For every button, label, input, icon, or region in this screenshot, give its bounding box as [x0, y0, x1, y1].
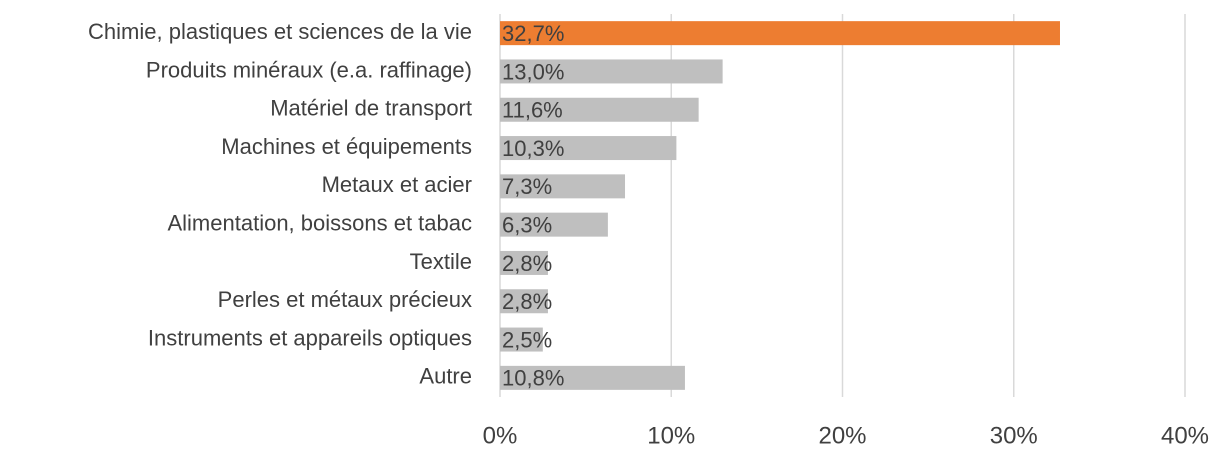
data-label: 7,3%: [502, 174, 552, 199]
y-tick-label: Metaux et acier: [322, 172, 472, 197]
bar: [500, 365, 685, 390]
data-label: 6,3%: [502, 212, 552, 237]
bar: [500, 136, 677, 161]
data-label: 10,3%: [502, 136, 564, 161]
x-tick-label: 20%: [818, 422, 866, 449]
y-tick-label: Textile: [410, 249, 472, 274]
bar: [500, 289, 548, 314]
data-label: 2,5%: [502, 327, 552, 352]
bar: [500, 212, 608, 237]
bar: [500, 174, 626, 199]
y-tick-label: Machines et équipements: [221, 134, 472, 159]
data-label: 32,7%: [502, 21, 564, 46]
y-tick-label: Autre: [419, 364, 472, 389]
data-label: 11,6%: [502, 98, 563, 123]
bar: [500, 21, 1060, 46]
y-tick-label: Instruments et appareils optiques: [148, 325, 472, 350]
data-label: 2,8%: [502, 289, 552, 314]
bar: [500, 327, 543, 352]
y-tick-label: Produits minéraux (e.a. raffinage): [146, 57, 472, 82]
bar: [500, 97, 699, 122]
data-label: 2,8%: [502, 251, 552, 276]
y-tick-label: Matériel de transport: [270, 96, 472, 121]
x-tick-label: 10%: [647, 422, 695, 449]
bar: [500, 250, 548, 275]
data-label: 10,8%: [502, 366, 564, 391]
y-tick-label: Chimie, plastiques et sciences de la vie: [88, 19, 472, 44]
y-tick-label: Alimentation, boissons et tabac: [167, 210, 472, 235]
y-tick-label: Perles et métaux précieux: [218, 287, 472, 312]
bar: [500, 59, 723, 84]
x-tick-label: 40%: [1161, 422, 1209, 449]
data-label: 13,0%: [502, 59, 564, 84]
x-tick-label: 30%: [990, 422, 1038, 449]
x-tick-label: 0%: [483, 422, 518, 449]
